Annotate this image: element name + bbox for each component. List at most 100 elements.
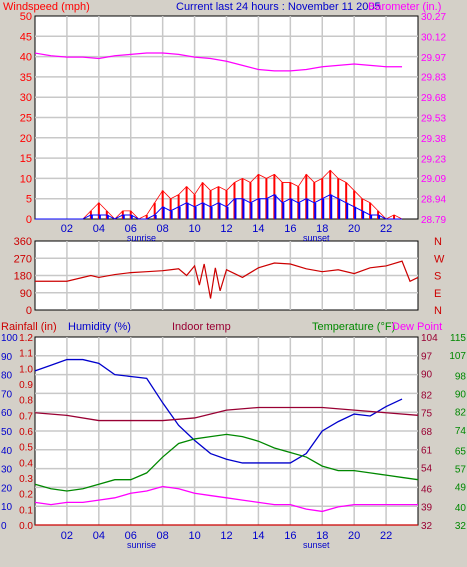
temperature-tick-label: 74	[455, 426, 467, 437]
humidity-tick-label: 20	[1, 483, 13, 494]
hour-tick-label: 16	[284, 530, 296, 542]
compass-tick-label: N	[434, 236, 442, 248]
barometer-tick-label: 29.83	[421, 72, 446, 83]
direction-deg-tick-label: 180	[14, 271, 32, 283]
windspeed-tick-label: 20	[20, 133, 32, 145]
rainfall-tick-label: 0.4	[19, 458, 33, 469]
rainfall-tick-label: 0.0	[19, 521, 33, 532]
indoor-tick-label: 75	[421, 409, 433, 420]
windspeed-tick-label: 10	[20, 173, 32, 185]
hour-tick-label: 10	[188, 530, 200, 542]
hour-tick-label: 04	[93, 223, 105, 235]
sunset-label-top: sunset	[303, 233, 330, 243]
axis-tick-labels: 02 02 04 04 06 06 08 08 10 10 12 12 14 14 16 16 18 18 20 20…	[1, 11, 466, 542]
humidity-tick-label: 80	[1, 371, 13, 382]
rainfall-tick-label: 1.0	[19, 364, 33, 375]
barometer-tick-label: 29.09	[421, 174, 446, 185]
wind-gust-line	[35, 169, 403, 220]
compass-tick-label: N	[434, 305, 442, 317]
barometer-tick-label: 29.53	[421, 114, 446, 125]
temperature-tick-label: 49	[455, 482, 467, 493]
windspeed-tick-label: 30	[20, 92, 32, 104]
hour-tick-label: 16	[284, 223, 296, 235]
humidity-tick-label: 50	[1, 427, 13, 438]
humidity-tick-label: 0	[1, 521, 7, 532]
barometer-tick-label: 29.68	[421, 93, 446, 104]
hour-tick-label: 22	[380, 530, 392, 542]
temperature-tick-label: 82	[455, 408, 467, 419]
barometer-tick-label: 29.97	[421, 53, 446, 64]
hour-tick-label: 12	[220, 223, 232, 235]
hour-tick-label: 06	[125, 223, 137, 235]
barometer-tick-label: 30.12	[421, 33, 446, 44]
rainfall-tick-label: 0.8	[19, 396, 33, 407]
direction-deg-tick-label: 90	[20, 288, 32, 300]
indoor-tick-label: 68	[421, 427, 433, 438]
wind-average-line	[35, 194, 403, 220]
chart-title: Current last 24 hours : November 11 2005	[176, 1, 381, 13]
rainfall-axis-label: Rainfall (in)	[1, 321, 57, 333]
direction-deg-tick-label: 270	[14, 253, 32, 265]
windspeed-tick-label: 5	[26, 194, 32, 206]
temperature-tick-label: 65	[455, 446, 467, 457]
rainfall-tick-label: 0.2	[19, 490, 33, 501]
humidity-axis-label: Humidity (%)	[68, 321, 131, 333]
temperature-tick-label: 107	[449, 351, 466, 362]
rainfall-tick-label: 0.3	[19, 474, 33, 485]
compass-tick-label: E	[434, 288, 441, 300]
barometer-tick-label: 29.38	[421, 134, 446, 145]
windspeed-tick-label: 50	[20, 11, 32, 23]
indoor-tick-label: 90	[421, 370, 433, 381]
hour-tick-label: 18	[316, 223, 328, 235]
humidity-tick-label: 90	[1, 352, 13, 363]
rainfall-tick-label: 0.1	[19, 505, 33, 516]
rainfall-tick-label: 1.2	[19, 333, 33, 344]
windspeed-tick-label: 40	[20, 52, 32, 64]
series-line-indoor	[34, 406, 419, 422]
hour-tick-label: 08	[157, 530, 169, 542]
temperature-tick-label: 57	[455, 464, 467, 475]
hour-tick-label: 18	[316, 530, 328, 542]
sunrise-label-top: sunrise	[127, 233, 156, 243]
rainfall-tick-label: 1.1	[19, 349, 33, 360]
humidity-tick-label: 60	[1, 408, 13, 419]
hour-tick-label: 10	[188, 223, 200, 235]
indoor-tick-label: 61	[421, 445, 433, 456]
rainfall-tick-label: 0.6	[19, 427, 33, 438]
direction-deg-tick-label: 360	[14, 236, 32, 248]
barometer-axis-label: Barometer (in.)	[368, 1, 441, 13]
barometer-tick-label: 29.23	[421, 155, 446, 166]
indoor-temp-axis-label: Indoor temp	[172, 321, 231, 333]
hour-tick-label: 06	[125, 530, 137, 542]
indoor-tick-label: 54	[421, 464, 433, 475]
temperature-tick-label: 40	[455, 503, 467, 514]
indoor-tick-label: 32	[421, 521, 433, 532]
indoor-tick-label: 104	[421, 333, 438, 344]
indoor-tick-label: 97	[421, 351, 433, 362]
temperature-axis-label: Temperature (°F)	[312, 321, 395, 333]
hour-tick-label: 14	[252, 223, 264, 235]
humidity-tick-label: 70	[1, 389, 13, 400]
windspeed-tick-label: 45	[20, 31, 32, 43]
hour-tick-label: 20	[348, 530, 360, 542]
barometer-tick-label: 28.94	[421, 194, 446, 205]
compass-tick-label: W	[434, 253, 445, 265]
hour-tick-label: 02	[61, 223, 73, 235]
rainfall-tick-label: 0.7	[19, 411, 33, 422]
temperature-tick-label: 32	[455, 521, 467, 532]
humidity-tick-label: 40	[1, 446, 13, 457]
barometer-series-line	[34, 52, 403, 72]
hour-tick-label: 14	[252, 530, 264, 542]
rainfall-tick-label: 0.5	[19, 443, 33, 454]
humidity-tick-label: 100	[1, 333, 18, 344]
hour-tick-label: 02	[61, 530, 73, 542]
sunrise-label-bottom: sunrise	[127, 540, 156, 550]
direction-deg-tick-label: 0	[26, 305, 32, 317]
windspeed-tick-label: 15	[20, 153, 32, 165]
indoor-tick-label: 39	[421, 503, 433, 514]
dewpoint-axis-label: Dew Point	[392, 321, 442, 333]
windspeed-tick-label: 25	[20, 113, 32, 125]
hour-tick-label: 12	[220, 530, 232, 542]
